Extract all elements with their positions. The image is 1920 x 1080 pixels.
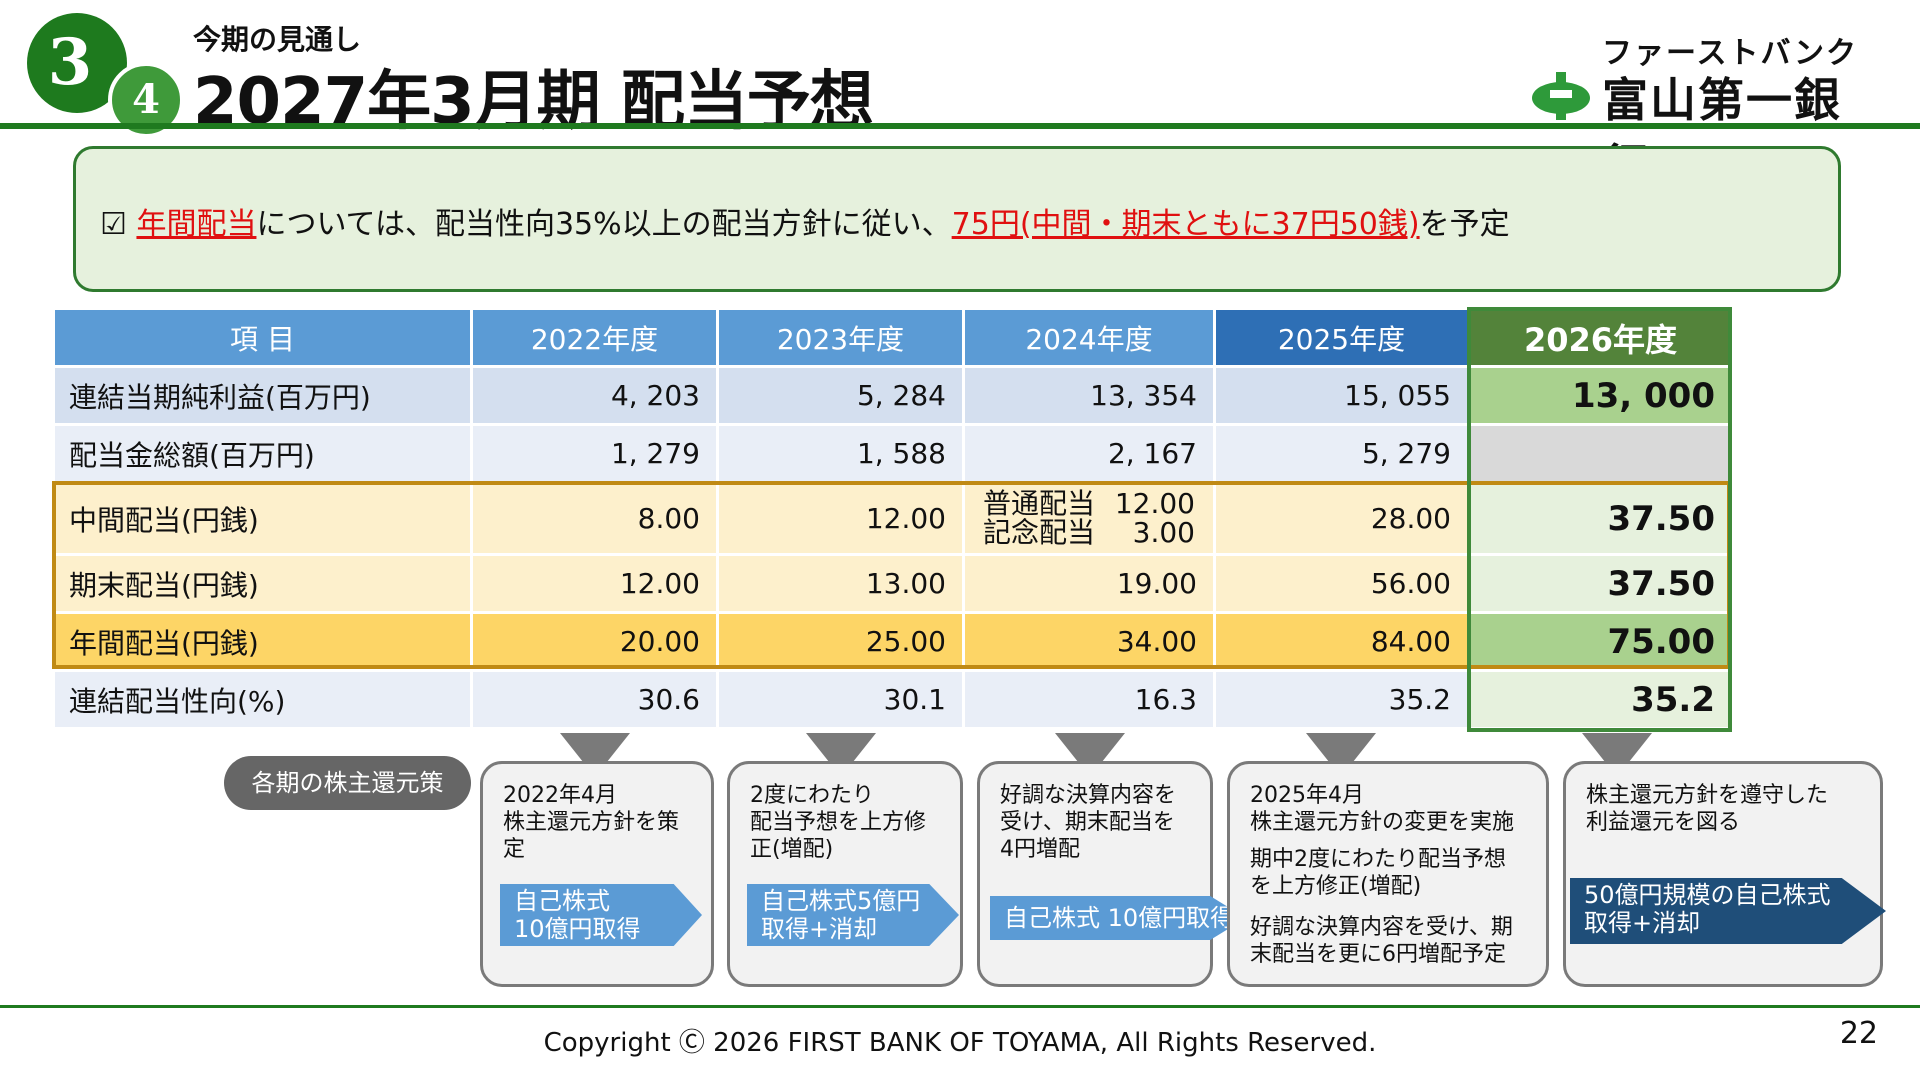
split-label-regular: 普通配当	[982, 486, 1095, 520]
policy-text: 2022年4月 株主還元方針を策 定	[503, 783, 680, 862]
policy-arrow-text: 自己株式 10億円取得	[514, 887, 641, 943]
summary-highlight-annual: 年間配当	[136, 207, 257, 242]
header-2024: 2024年度	[962, 307, 1216, 368]
split-value-commemorative: 3.00	[1132, 515, 1195, 549]
table-cell: 16.3	[962, 669, 1216, 730]
table-cell-forecast: 37.50	[1467, 481, 1734, 556]
table-cell: 30.1	[716, 669, 965, 730]
copyright-text: Copyright Ⓒ 2026 FIRST BANK OF TOYAMA, A…	[543, 1028, 1377, 1058]
row-label: 連結当期純利益(百万円)	[52, 365, 473, 426]
policy-card-2022: 2022年4月 株主還元方針を策 定	[480, 761, 714, 987]
split-label-commemorative: 記念配当	[982, 515, 1095, 549]
policy-arrow: 自己株式5億円 取得+消却	[747, 884, 959, 946]
table-cell: 13.00	[716, 553, 965, 614]
table-row: 中間配当(円銭) 8.00 12.00 普通配当 12.00 記念配当 3.00 2…	[52, 481, 1734, 556]
table-cell-forecast: 13, 000	[1467, 365, 1734, 426]
policy-card-2025: 2025年4月 株主還元方針の変更を実施 期中2度にわたり配当予想 を上方修正(…	[1227, 761, 1549, 987]
table-cell: 34.00	[962, 611, 1216, 672]
table-cell: 19.00	[962, 553, 1216, 614]
table-cell-forecast: 35.2	[1467, 669, 1734, 730]
table-cell: 12.00	[716, 481, 965, 556]
table-cell: 12.00	[470, 553, 719, 614]
policies-label: 各期の株主還元策	[224, 756, 471, 810]
table-cell: 20.00	[470, 611, 719, 672]
row-label: 期末配当(円銭)	[52, 553, 473, 614]
header-2026: 2026年度	[1467, 307, 1734, 368]
policy-arrow-text: 50億円規模の自己株式 取得+消却	[1584, 881, 1831, 937]
table-cell: 28.00	[1213, 481, 1470, 556]
table-cell-forecast	[1467, 423, 1734, 484]
row-label: 配当金総額(百万円)	[52, 423, 473, 484]
policy-arrow: 自己株式 10億円取得	[990, 896, 1246, 940]
table-header-row: 項 目 2022年度 2023年度 2024年度 2025年度 2026年度	[52, 307, 1734, 368]
table-cell: 1, 588	[716, 423, 965, 484]
header-item: 項 目	[52, 307, 473, 368]
logo-top-text: ファーストバンク	[1602, 36, 1858, 71]
table-cell: 13, 354	[962, 365, 1216, 426]
summary-box: ☑ 年間配当については、配当性向35%以上の配当方針に従い、75円(中間・期末と…	[73, 146, 1841, 292]
table-cell: 4, 203	[470, 365, 719, 426]
table-cell: 25.00	[716, 611, 965, 672]
policy-text: 株主還元方針を遵守した 利益還元を図る	[1586, 783, 1829, 835]
table-cell: 84.00	[1213, 611, 1470, 672]
policy-card-2023: 2度にわたり 配当予想を上方修 正(増配)	[727, 761, 963, 987]
page-number: 22	[1839, 1016, 1878, 1051]
row-label: 中間配当(円銭)	[52, 481, 473, 556]
policy-text: 2度にわたり 配当予想を上方修 正(増配)	[750, 783, 927, 862]
policy-arrow: 50億円規模の自己株式 取得+消却	[1570, 878, 1886, 944]
header-2025: 2025年度	[1213, 307, 1470, 368]
summary-highlight-amount: 75円(中間・期末ともに37円50銭)	[951, 207, 1420, 242]
policy-arrow-text: 自己株式 10億円取得	[1004, 904, 1235, 932]
table-cell: 35.2	[1213, 669, 1470, 730]
table-cell: 1, 279	[470, 423, 719, 484]
checkbox-icon: ☑	[100, 207, 127, 242]
header-2023: 2023年度	[716, 307, 965, 368]
table-row: 期末配当(円銭) 12.00 13.00 19.00 56.00 37.50	[52, 553, 1734, 614]
table-cell-forecast: 37.50	[1467, 553, 1734, 614]
table-cell: 56.00	[1213, 553, 1470, 614]
table-cell-forecast: 75.00	[1467, 611, 1734, 672]
row-label: 連結配当性向(%)	[52, 669, 473, 730]
policy-text: 2025年4月 株主還元方針の変更を実施	[1250, 783, 1515, 835]
row-label: 年間配当(円銭)	[52, 611, 473, 672]
footer-divider	[0, 1005, 1920, 1008]
table-row: 配当金総額(百万円) 1, 279 1, 588 2, 167 5, 279	[52, 423, 1734, 484]
summary-text-end: を予定	[1419, 207, 1510, 242]
table-row: 連結当期純利益(百万円) 4, 203 5, 284 13, 354 15, 0…	[52, 365, 1734, 426]
policy-text: 好調な決算内容を 受け、期末配当を 4円増配	[1000, 783, 1177, 862]
summary-text-mid: については、配当性向35%以上の配当方針に従い、	[256, 207, 952, 242]
bank-logo-icon	[1532, 72, 1590, 120]
summary-text: ☑ 年間配当については、配当性向35%以上の配当方針に従い、75円(中間・期末と…	[100, 199, 1510, 243]
policy-card-2024: 好調な決算内容を 受け、期末配当を 4円増配	[977, 761, 1213, 987]
table-cell: 5, 279	[1213, 423, 1470, 484]
dividend-table: 項 目 2022年度 2023年度 2024年度 2025年度 2026年度 連…	[52, 307, 1734, 730]
table-cell: 30.6	[470, 669, 719, 730]
header-2022: 2022年度	[470, 307, 719, 368]
policy-arrow-text: 自己株式5億円 取得+消却	[761, 887, 921, 943]
table-cell: 8.00	[470, 481, 719, 556]
header-divider	[0, 123, 1920, 129]
policy-text-tertiary: 好調な決算内容を受け、期 末配当を更に6円増配予定	[1250, 915, 1513, 967]
table-row: 連結配当性向(%) 30.6 30.1 16.3 35.2 35.2	[52, 669, 1734, 730]
policy-arrow: 自己株式 10億円取得	[500, 884, 702, 946]
policy-card-2026: 株主還元方針を遵守した 利益還元を図る	[1563, 761, 1883, 987]
table-cell: 2, 167	[962, 423, 1216, 484]
table-cell: 15, 055	[1213, 365, 1470, 426]
page-subtitle: 今期の見通し	[193, 23, 362, 56]
bank-logo: ファーストバンク 富山第一銀行	[1520, 28, 1880, 193]
section-badge: 3	[27, 13, 127, 113]
table-cell: 5, 284	[716, 365, 965, 426]
policy-text-secondary: 期中2度にわたり配当予想 を上方修正(増配)	[1250, 847, 1506, 899]
table-cell-split: 普通配当 12.00 記念配当 3.00	[962, 481, 1216, 556]
table-row: 年間配当(円銭) 20.00 25.00 34.00 84.00 75.00	[52, 611, 1734, 672]
split-value-regular: 12.00	[1114, 486, 1195, 520]
